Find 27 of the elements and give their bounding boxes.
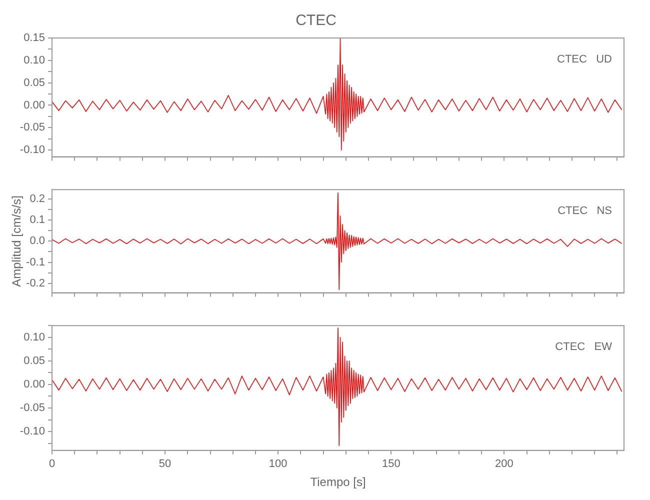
y-tick-label: -0.2 [26,277,45,290]
y-tick-label: 0.05 [24,76,45,89]
y-tick-label: -0.10 [20,426,45,438]
x-tick-label: 150 [382,458,400,470]
y-tick-label: 0.10 [24,331,45,344]
y-tick-label: 0.1 [30,214,45,226]
annotation: CTEC UD [557,54,612,66]
x-tick-label: 0 [48,458,56,470]
annotation: CTEC NS [558,205,612,218]
y-tick-label: -0.10 [20,144,45,156]
y-tick-label: -0.05 [20,402,45,414]
y-tick-label: -0.05 [20,122,45,134]
y-tick-label: 0.0 [30,235,45,248]
y-tick-label: 0.05 [24,354,45,367]
y-tick-label: 0.00 [24,99,45,112]
y-tick-label: -0.1 [26,256,45,268]
y-tick-label: 0.00 [24,378,45,390]
y-axis-title: Amplitud [cm/s/s] [10,196,24,287]
y-tick-label: 0.10 [24,54,45,66]
x-tick-label: 100 [268,458,288,470]
annotation: CTEC EW [555,341,613,354]
y-tick-label: 0.15 [24,32,45,44]
x-tick-label: 200 [494,458,514,470]
y-tick-label: 0.2 [30,193,45,206]
x-tick-label: 50 [158,458,172,470]
x-axis-title: Tiempo [s] [310,475,366,490]
chart-title: CTEC [296,12,337,30]
